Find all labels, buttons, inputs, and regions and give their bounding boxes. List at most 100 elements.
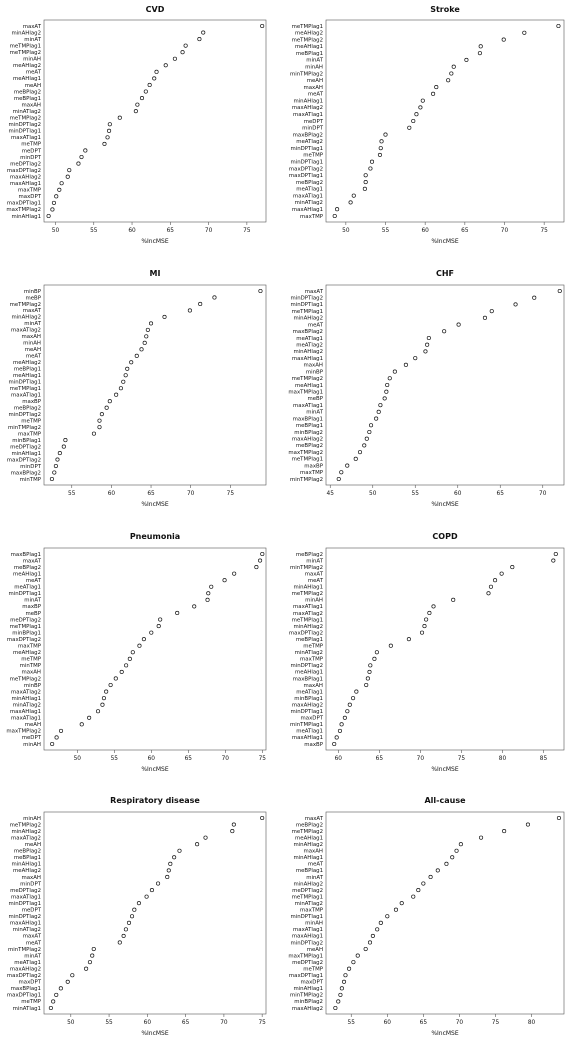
- importance-point: [442, 329, 447, 334]
- importance-point: [135, 102, 140, 107]
- x-tick-label: 50: [74, 756, 82, 762]
- importance-point: [338, 992, 343, 997]
- variable-label: minTMPlag2: [290, 565, 323, 571]
- variable-label: minAT: [24, 37, 41, 43]
- importance-point: [124, 663, 129, 668]
- importance-point: [172, 56, 177, 61]
- importance-point: [488, 584, 494, 589]
- x-tick-label: 70: [539, 491, 547, 497]
- importance-point: [510, 565, 515, 570]
- x-axis-label: %IncMSE: [431, 1030, 459, 1037]
- importance-point: [499, 571, 504, 576]
- importance-point: [129, 360, 134, 365]
- importance-point: [368, 166, 373, 171]
- variable-label: maxAHlag2: [292, 437, 323, 443]
- importance-point: [121, 933, 126, 938]
- importance-point: [108, 682, 113, 688]
- importance-point: [61, 444, 66, 449]
- importance-point: [95, 709, 101, 714]
- importance-point: [51, 999, 56, 1004]
- variable-label: minTMPlag2: [8, 947, 41, 953]
- variable-label: minAT: [24, 321, 41, 327]
- variable-label: maxATlag1: [11, 393, 41, 399]
- importance-point: [175, 610, 180, 616]
- importance-point: [482, 315, 488, 320]
- importance-point: [551, 558, 556, 563]
- variable-label: minDPTlag1: [290, 146, 323, 152]
- importance-point: [411, 894, 416, 899]
- variable-label: meBPlag2: [296, 822, 323, 828]
- chart-panel: Respiratory diseaseminAHmeTMPlag2minAHla…: [7, 796, 267, 1037]
- variable-label: meBPlag1: [296, 51, 323, 57]
- importance-point: [258, 558, 263, 563]
- variable-label: meAHlag1: [13, 76, 41, 82]
- variable-label: minAHlag2: [11, 30, 41, 36]
- importance-point: [260, 551, 265, 557]
- importance-point: [180, 50, 185, 55]
- variable-label: minATlag2: [295, 200, 323, 206]
- importance-point: [149, 888, 154, 893]
- variable-label: meBPlag2: [296, 552, 323, 558]
- importance-point: [113, 676, 118, 681]
- variable-label: maxBPlag2: [11, 470, 41, 476]
- variable-label: meTMP: [21, 999, 42, 1005]
- importance-point: [335, 207, 340, 212]
- x-axis-label: %IncMSE: [141, 766, 169, 773]
- importance-point: [375, 927, 380, 932]
- importance-point: [423, 349, 428, 354]
- variable-label: minAHlag1: [11, 862, 41, 868]
- variable-label: meAHlag2: [13, 650, 41, 656]
- importance-point: [367, 940, 373, 945]
- x-tick-label: 85: [540, 756, 548, 762]
- variable-label: meAHlag1: [295, 383, 323, 389]
- x-tick-label: 50: [52, 228, 60, 234]
- variable-label: meAHlag2: [13, 868, 41, 874]
- x-tick-label: 60: [421, 228, 429, 234]
- x-tick-label: 50: [369, 491, 377, 497]
- variable-label: meAHlag2: [13, 360, 41, 366]
- importance-point: [428, 874, 433, 880]
- variable-label: maxDPTlag2: [289, 166, 323, 172]
- importance-point: [351, 960, 356, 965]
- importance-point: [418, 105, 423, 110]
- variable-label: maxAHlag1: [10, 921, 41, 927]
- importance-point: [91, 946, 96, 952]
- variable-label: meTMP: [21, 142, 42, 148]
- variable-label: meBPlag2: [14, 849, 41, 855]
- variable-label: maxAH: [304, 683, 324, 689]
- variable-label: minBPlag2: [294, 430, 323, 436]
- chart-panel: CHFmaxATminDPTlag2minDPTlag1meTMPlag1min…: [288, 269, 565, 508]
- variable-label: meBPlag1: [14, 367, 41, 373]
- x-tick-label: 80: [499, 756, 507, 762]
- importance-point: [58, 728, 64, 733]
- importance-point: [154, 69, 159, 74]
- importance-point: [399, 901, 404, 906]
- chart-title: Respiratory disease: [110, 796, 200, 805]
- importance-point: [50, 741, 55, 747]
- variable-label: meAH: [307, 947, 323, 953]
- chart-panel: COPDmeBPlag2minATminTMPlag2maxATmeATminA…: [289, 532, 565, 773]
- importance-point: [205, 597, 210, 602]
- variable-label: minAH: [305, 65, 323, 71]
- variable-label: minAHlag2: [293, 881, 323, 887]
- importance-point: [260, 23, 265, 29]
- variable-label: meAH: [25, 722, 41, 728]
- importance-point: [339, 470, 344, 475]
- variable-label: maxAH: [304, 363, 324, 369]
- variable-label: maxAT: [23, 24, 42, 30]
- x-axis-label: %IncMSE: [141, 501, 169, 508]
- variable-label: maxDPTlag2: [7, 168, 41, 174]
- importance-point: [79, 154, 84, 160]
- x-tick-label: 70: [501, 228, 509, 234]
- importance-point: [54, 194, 59, 199]
- variable-label: meTMP: [303, 644, 324, 650]
- importance-point: [420, 98, 425, 103]
- importance-point: [363, 173, 368, 178]
- variable-label: minATlag2: [295, 901, 323, 907]
- importance-point: [133, 109, 138, 114]
- importance-point: [97, 425, 102, 430]
- variable-label: meAHlag1: [13, 571, 41, 577]
- variable-label: meAT: [26, 940, 42, 946]
- variable-label: minBP: [306, 369, 324, 375]
- variable-label: meAHlag2: [13, 63, 41, 69]
